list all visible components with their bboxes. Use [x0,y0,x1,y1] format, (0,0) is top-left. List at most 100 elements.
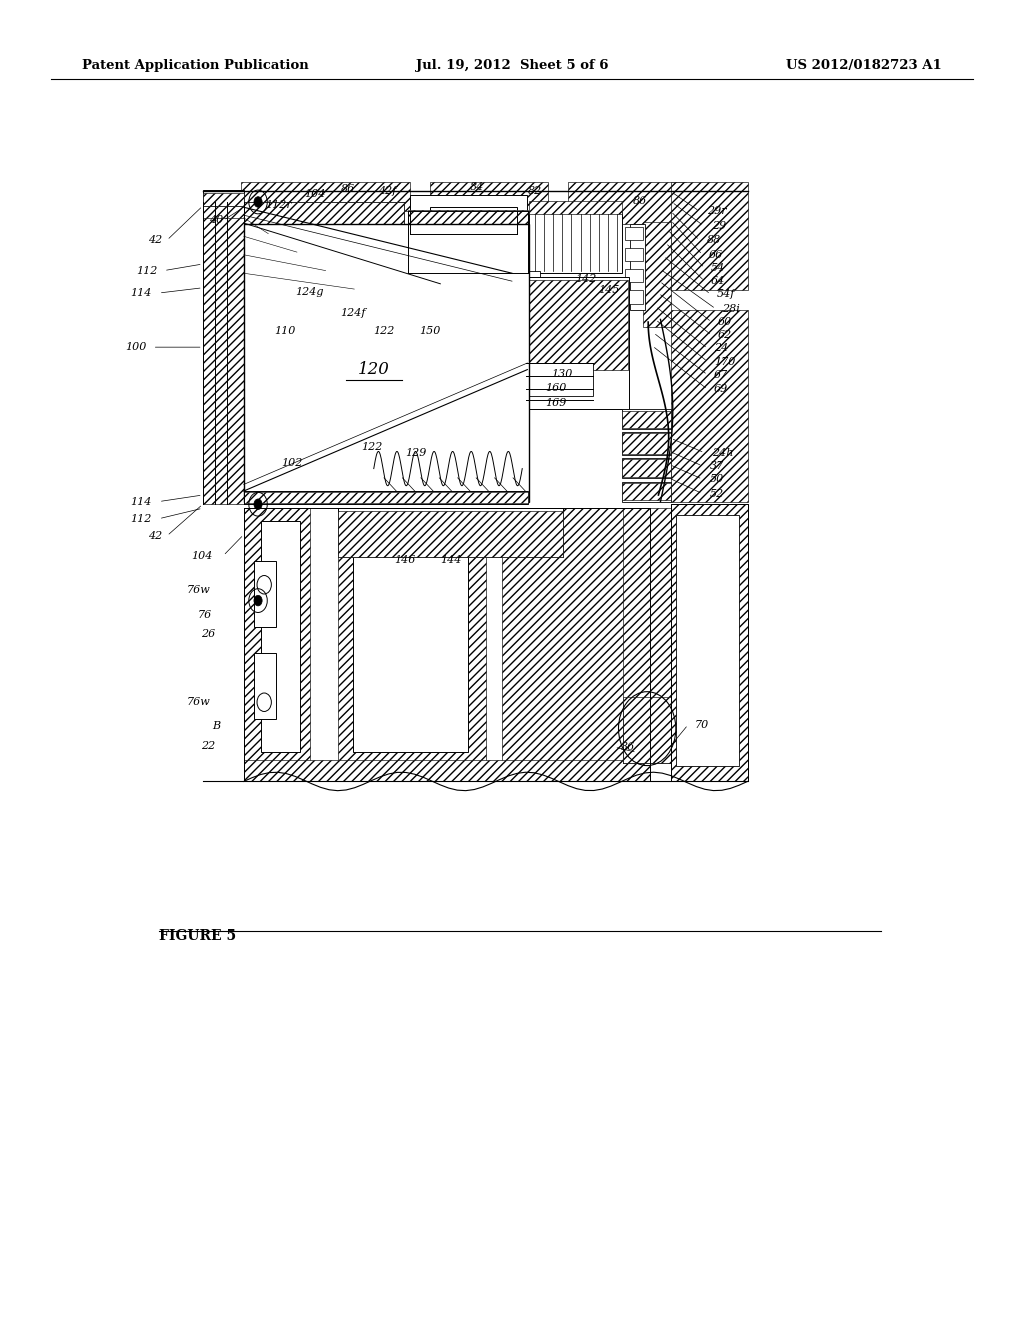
Bar [408,210,528,273]
Bar [244,492,528,503]
Text: B: B [212,721,220,731]
Bar [244,491,528,504]
Text: 122: 122 [361,442,382,453]
Text: 84: 84 [470,182,484,193]
Text: 29r: 29r [707,206,726,216]
Text: 64: 64 [711,276,725,286]
Text: 42f: 42f [378,186,396,197]
Text: 42: 42 [147,235,162,246]
Text: 120: 120 [357,362,390,378]
Text: 54: 54 [711,263,725,273]
Bar [338,508,486,763]
Text: 24h: 24h [712,447,733,458]
Text: 66: 66 [709,249,723,260]
Text: FIGURE 5: FIGURE 5 [159,929,236,944]
Bar [203,193,244,206]
Bar [623,508,671,763]
Bar [622,458,671,478]
Bar [254,653,276,719]
Text: 142: 142 [575,273,596,284]
Text: 69: 69 [714,384,728,395]
Text: 145: 145 [599,285,620,296]
Circle shape [254,499,262,510]
Text: 60: 60 [718,317,732,327]
Text: Jul. 19, 2012  Sheet 5 of 6: Jul. 19, 2012 Sheet 5 of 6 [416,59,608,73]
Bar [671,310,748,502]
Text: 36: 36 [621,742,635,752]
Text: 122: 122 [374,326,394,337]
Bar [625,248,643,261]
Text: 76w: 76w [186,585,210,595]
Text: 112: 112 [130,513,152,524]
Text: 76w: 76w [186,697,210,708]
Bar [244,202,404,224]
Bar [622,459,671,477]
Text: 100: 100 [125,342,146,352]
Bar [671,504,748,781]
Bar [671,182,748,290]
Text: 124g: 124g [295,286,324,297]
Bar [630,224,645,310]
Bar [527,280,628,370]
Bar [527,271,540,290]
Text: 42: 42 [147,531,162,541]
Bar [622,409,671,429]
Text: 24: 24 [714,343,728,354]
Bar [676,515,739,766]
Text: 170: 170 [714,356,735,367]
Text: 146: 146 [394,554,415,565]
Bar [430,182,548,211]
Text: 62: 62 [718,330,732,341]
Text: 37: 37 [710,461,724,471]
Text: US 2012/0182723 A1: US 2012/0182723 A1 [786,59,942,73]
Bar [502,508,650,763]
Bar [623,704,671,763]
Bar [622,432,671,455]
Text: 104: 104 [305,189,326,199]
Text: 29: 29 [712,220,726,231]
Bar [203,190,244,206]
Bar [353,521,468,752]
Polygon shape [244,202,404,224]
Bar [622,411,671,428]
Text: 70: 70 [694,719,709,730]
Bar [254,561,276,627]
Text: 169: 169 [546,397,566,408]
Text: 129: 129 [406,447,426,458]
Text: 114: 114 [130,288,152,298]
Text: 82: 82 [527,186,542,197]
Text: 54f: 54f [717,289,735,300]
Text: 150: 150 [420,326,440,337]
Text: 22: 22 [201,741,215,751]
Text: 124f: 124f [341,308,366,318]
Circle shape [254,197,262,207]
Text: 76: 76 [198,610,212,620]
Bar [430,207,517,234]
Text: 40: 40 [209,215,223,226]
Bar [261,521,300,752]
Text: 86: 86 [341,183,355,194]
Bar [244,508,310,763]
Bar [410,195,527,211]
Bar [625,227,643,240]
Bar [526,277,629,409]
Text: 86: 86 [633,195,647,206]
Text: 130: 130 [552,368,572,379]
Bar [622,433,671,454]
Bar [244,224,529,502]
Text: 52: 52 [710,488,724,499]
Bar [643,222,671,327]
Text: Patent Application Publication: Patent Application Publication [82,59,308,73]
Circle shape [254,595,262,606]
Bar [338,508,563,557]
Text: 144: 144 [440,554,461,565]
Bar [526,363,593,396]
Bar [622,483,671,500]
Text: 88: 88 [707,235,721,246]
Bar [625,269,643,282]
Text: 112: 112 [136,265,158,276]
Text: 112r: 112r [265,199,292,210]
Bar [625,290,643,304]
Bar [241,182,410,211]
Bar [529,201,622,214]
